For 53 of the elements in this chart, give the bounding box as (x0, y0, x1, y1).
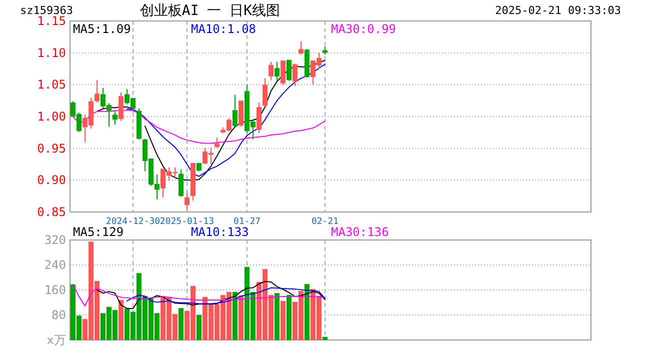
text: MA5:129 (73, 225, 124, 239)
bar (232, 292, 238, 340)
y-tick-label: 0.95 (37, 141, 66, 156)
candlestick (286, 59, 292, 82)
bar (274, 293, 280, 340)
y-tick-label: 160 (44, 283, 66, 297)
line-series (126, 287, 326, 304)
bar (118, 300, 124, 340)
text: MA5:1.09 (73, 22, 131, 36)
line-series (72, 284, 326, 306)
candlestick (232, 94, 238, 127)
text: MA10:1.08 (191, 22, 256, 36)
candlestick (280, 60, 286, 86)
line-series (96, 281, 326, 309)
candlestick (214, 137, 220, 148)
candlestick (94, 80, 100, 103)
text: 2025-02-21 09:33:03 (495, 4, 621, 17)
candlestick (112, 110, 118, 126)
text: MA30:136 (331, 225, 389, 239)
y-tick-label: 1.10 (37, 46, 66, 60)
y-tick-label: 0.85 (37, 205, 66, 219)
y-tick-label: 1.15 (37, 14, 66, 28)
y-tick-label: 80 (52, 308, 66, 322)
chart-title: 创业板AI 一 日K线图 (140, 3, 280, 19)
y-axis-title: x万 (46, 333, 66, 347)
candlestick (178, 168, 184, 198)
text: MA10:133 (191, 225, 249, 239)
bar (304, 284, 310, 340)
candlestick (268, 61, 274, 81)
bar (280, 300, 286, 340)
y-tick-label: 1.05 (37, 78, 66, 92)
y-tick-label: 0.90 (37, 173, 66, 188)
candlestick (256, 102, 262, 134)
y-tick-label: 320 (44, 233, 66, 247)
bar (286, 295, 292, 340)
candlestick (292, 63, 298, 86)
x-tick-label: 2024-12-30 (106, 217, 160, 227)
x-tick-label: 01-27 (233, 217, 261, 227)
candlestick (262, 78, 268, 107)
bar (196, 315, 202, 340)
x-tick-label: 2025-01-13 (160, 217, 214, 227)
candlestick (298, 40, 304, 56)
text: MA30:0.99 (331, 22, 396, 36)
bar (178, 308, 184, 340)
y-tick-label: 240 (44, 258, 66, 272)
bar (238, 295, 244, 340)
candlestick (184, 192, 190, 212)
candlestick (274, 61, 280, 82)
candlestick (118, 92, 124, 122)
y-tick-label: 1.00 (37, 110, 66, 124)
x-tick-label: 02-21 (311, 217, 339, 227)
bar (322, 336, 328, 340)
text: sz159363 (20, 4, 73, 17)
